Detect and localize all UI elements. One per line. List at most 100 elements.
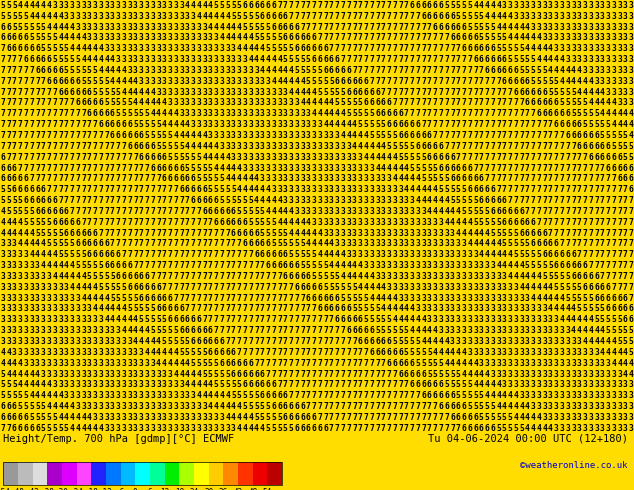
Text: 3: 3 xyxy=(375,229,380,238)
Text: 4: 4 xyxy=(214,12,219,21)
Text: 7: 7 xyxy=(260,316,264,324)
Text: 5: 5 xyxy=(536,250,541,259)
Text: 3: 3 xyxy=(560,337,564,346)
Text: 4: 4 xyxy=(600,109,605,118)
Text: 7: 7 xyxy=(421,33,426,43)
Text: 3: 3 xyxy=(191,12,195,21)
Text: 7: 7 xyxy=(398,391,403,400)
Text: 4: 4 xyxy=(600,337,605,346)
Text: 7: 7 xyxy=(484,109,489,118)
Text: 3: 3 xyxy=(116,413,120,422)
Text: 7: 7 xyxy=(502,164,507,172)
Text: 3: 3 xyxy=(318,207,322,216)
Text: 7: 7 xyxy=(398,424,403,433)
Text: 7: 7 xyxy=(444,413,449,422)
Text: 5: 5 xyxy=(398,337,403,346)
Text: 3: 3 xyxy=(271,131,276,140)
Text: 3: 3 xyxy=(605,359,611,368)
Text: 3: 3 xyxy=(514,316,518,324)
Text: 5: 5 xyxy=(191,164,195,172)
Text: 7: 7 xyxy=(35,131,40,140)
Text: 7: 7 xyxy=(404,66,409,75)
Text: 6: 6 xyxy=(583,283,588,292)
Text: 6: 6 xyxy=(6,413,11,422)
Text: 4: 4 xyxy=(266,66,271,75)
Text: 3: 3 xyxy=(75,12,81,21)
Text: 6: 6 xyxy=(116,120,120,129)
Text: 6: 6 xyxy=(283,261,288,270)
Text: 3: 3 xyxy=(525,369,530,378)
Text: 6: 6 xyxy=(490,196,495,205)
Text: 3: 3 xyxy=(197,44,201,53)
Text: 3: 3 xyxy=(249,109,253,118)
Text: 3: 3 xyxy=(467,304,472,314)
Text: 7: 7 xyxy=(462,77,467,86)
Text: 6: 6 xyxy=(12,413,17,422)
Text: 4: 4 xyxy=(58,261,63,270)
Text: 7: 7 xyxy=(12,142,17,151)
Text: 7: 7 xyxy=(214,229,219,238)
Text: 4: 4 xyxy=(167,109,172,118)
Text: 5: 5 xyxy=(312,66,316,75)
Text: 7: 7 xyxy=(116,153,120,162)
Text: 4: 4 xyxy=(490,391,495,400)
Text: 3: 3 xyxy=(352,229,357,238)
Text: 3: 3 xyxy=(594,424,599,433)
Text: 3: 3 xyxy=(12,304,17,314)
Text: 4: 4 xyxy=(525,283,530,292)
Text: 6: 6 xyxy=(536,98,541,107)
Text: 4: 4 xyxy=(254,174,259,183)
Text: 3: 3 xyxy=(370,196,374,205)
Text: 3: 3 xyxy=(496,369,501,378)
Text: 7: 7 xyxy=(340,337,346,346)
Text: 3: 3 xyxy=(525,380,530,390)
Text: 6: 6 xyxy=(35,66,40,75)
Text: 3: 3 xyxy=(375,207,380,216)
Text: 7: 7 xyxy=(98,142,103,151)
Text: 5: 5 xyxy=(93,272,98,281)
Text: 4: 4 xyxy=(75,33,81,43)
Text: 7: 7 xyxy=(346,424,351,433)
Text: 3: 3 xyxy=(531,1,536,10)
Text: 3: 3 xyxy=(156,391,161,400)
Text: 3: 3 xyxy=(502,348,507,357)
Text: 3: 3 xyxy=(277,88,282,97)
Text: 7: 7 xyxy=(162,218,167,227)
Text: 7: 7 xyxy=(525,131,530,140)
Text: 4: 4 xyxy=(41,1,46,10)
Text: 7: 7 xyxy=(81,164,86,172)
Text: 3: 3 xyxy=(93,326,98,335)
Text: 6: 6 xyxy=(566,261,570,270)
Text: 3: 3 xyxy=(415,261,420,270)
Text: 3: 3 xyxy=(167,12,172,21)
Text: 6: 6 xyxy=(179,164,184,172)
Text: 6: 6 xyxy=(450,12,455,21)
Text: 42: 42 xyxy=(233,488,243,490)
Text: 3: 3 xyxy=(410,294,415,303)
Text: 4: 4 xyxy=(202,131,207,140)
Text: 5: 5 xyxy=(249,196,253,205)
Text: 7: 7 xyxy=(352,369,357,378)
Text: 5: 5 xyxy=(35,23,40,31)
Text: 7: 7 xyxy=(600,164,605,172)
Text: 7: 7 xyxy=(566,142,570,151)
Text: 4: 4 xyxy=(583,316,588,324)
Text: 6: 6 xyxy=(456,164,461,172)
Text: 7: 7 xyxy=(479,153,484,162)
Text: 3: 3 xyxy=(484,359,489,368)
Text: 3: 3 xyxy=(577,413,581,422)
Text: 3: 3 xyxy=(81,12,86,21)
Text: 4: 4 xyxy=(300,218,305,227)
Text: 7: 7 xyxy=(173,272,178,281)
Text: 3: 3 xyxy=(179,88,184,97)
Text: 6: 6 xyxy=(81,229,86,238)
Text: 7: 7 xyxy=(629,240,633,248)
Text: 7: 7 xyxy=(352,348,357,357)
Text: 3: 3 xyxy=(98,1,103,10)
Text: 4: 4 xyxy=(231,23,236,31)
Text: 5: 5 xyxy=(479,12,484,21)
Text: 3: 3 xyxy=(381,174,385,183)
Text: 7: 7 xyxy=(41,153,46,162)
Text: 4: 4 xyxy=(548,44,553,53)
Text: 5: 5 xyxy=(502,33,507,43)
